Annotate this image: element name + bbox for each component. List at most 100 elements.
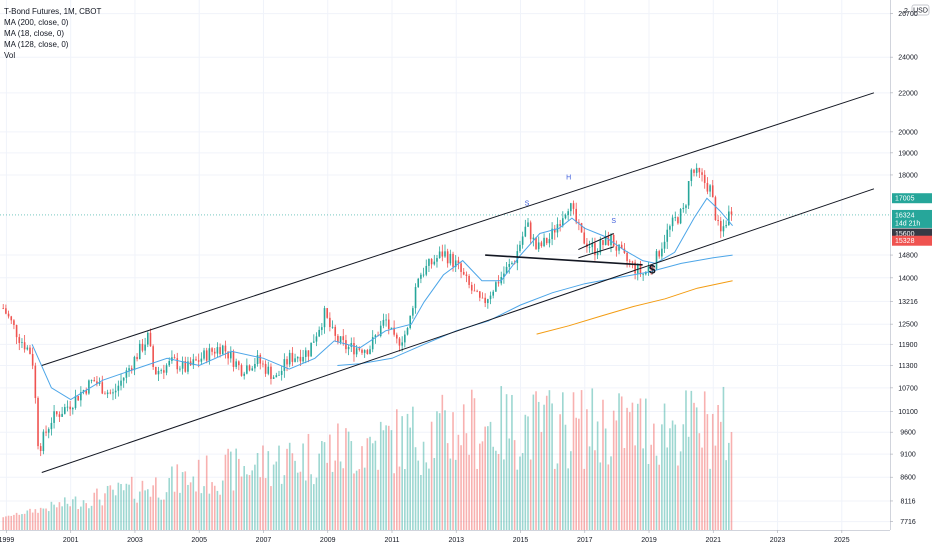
volume-bar	[291, 453, 294, 530]
candle-body	[647, 266, 650, 272]
volume-bar	[47, 511, 50, 530]
volume-bar	[460, 445, 462, 530]
volume-bar	[13, 514, 15, 530]
volume-bar	[58, 502, 61, 530]
candle-body	[669, 226, 671, 230]
candle-body	[157, 370, 160, 375]
candle-body	[195, 359, 197, 361]
volume-bar	[661, 424, 663, 530]
volume-bar	[476, 468, 478, 530]
candle-body	[653, 268, 655, 270]
volume-bar	[393, 473, 395, 530]
candle-body	[117, 385, 120, 391]
volume-bar	[711, 413, 714, 530]
volume-bar	[264, 478, 267, 530]
study-ma-18[interactable]: MA (18, close, 0)	[4, 29, 65, 38]
candle-body	[334, 326, 337, 336]
candle-body	[37, 397, 39, 447]
volume-bar	[77, 509, 79, 530]
candle-body	[272, 377, 275, 379]
volume-bar	[591, 388, 594, 530]
volume-bar	[433, 457, 436, 530]
candle-body	[50, 422, 53, 430]
candle-body	[270, 366, 272, 379]
volume-bar	[216, 490, 219, 530]
volume-bar	[259, 477, 262, 530]
volume-bar	[503, 459, 505, 530]
candle-body	[452, 253, 454, 267]
candle-body	[725, 225, 727, 227]
time-tick-label: 1999	[0, 537, 14, 544]
volume-bar	[310, 474, 312, 530]
study-vol[interactable]: Vol	[4, 51, 16, 60]
volume-bar	[706, 414, 709, 530]
candle-body	[152, 346, 154, 367]
volume-bar	[444, 410, 446, 530]
candle-body	[125, 370, 128, 378]
volume-bar	[219, 494, 221, 530]
volume-bar	[45, 508, 47, 530]
volume-bar	[221, 480, 224, 530]
volume-bar	[487, 426, 489, 530]
candle-body	[208, 348, 211, 361]
volume-bar	[599, 462, 602, 530]
volume-bar	[85, 503, 88, 530]
volume-bar	[299, 471, 302, 530]
candle-body	[366, 350, 369, 354]
study-ma-128[interactable]: MA (128, close, 0)	[4, 40, 69, 49]
candle-body	[572, 203, 575, 209]
candle-body	[596, 252, 599, 256]
annotation-label: $	[649, 262, 656, 276]
volume-bar	[682, 424, 685, 530]
candle-body	[578, 222, 580, 224]
volume-bar	[586, 409, 588, 530]
volume-bar	[7, 515, 10, 530]
volume-bar	[286, 448, 288, 530]
candle-body	[698, 167, 701, 173]
candle-body	[192, 359, 195, 366]
symbol-title[interactable]: T-Bond Futures, 1M, CBOT	[4, 7, 102, 16]
volume-bar	[74, 496, 77, 530]
volume-bar	[524, 414, 527, 530]
time-axis[interactable]: 1999 2001 2003 2005 2007 2009 2011 2013 2015 2017…	[0, 530, 932, 550]
volume-bar	[331, 471, 334, 530]
volume-bar	[50, 501, 53, 530]
annotation-label: S	[611, 218, 616, 225]
volume-bar	[562, 392, 564, 530]
time-tick-label: 2005	[191, 537, 207, 544]
time-tick-label: 2013	[448, 537, 464, 544]
candle-body	[679, 209, 682, 224]
candle-body	[575, 208, 578, 223]
candle-body	[88, 380, 90, 394]
volume-bar	[296, 472, 299, 530]
candle-body	[396, 334, 398, 339]
candle-body	[34, 365, 37, 398]
candle-body	[42, 431, 45, 452]
volume-bar	[88, 508, 90, 530]
candle-body	[187, 361, 189, 372]
volume-bar	[730, 432, 733, 530]
candle-body	[267, 366, 270, 374]
volume-bar	[685, 390, 687, 530]
volume-bar	[270, 486, 272, 530]
volume-bar	[527, 416, 529, 530]
candle-body	[259, 355, 262, 364]
price-tick-label: 14000	[898, 275, 918, 282]
candle-body	[610, 235, 612, 246]
price-tick-label: 8600	[900, 475, 916, 482]
study-ma-200[interactable]: MA (200, close, 0)	[4, 18, 69, 27]
volume-bar	[425, 462, 428, 530]
candle-body	[350, 343, 353, 347]
volume-bar	[379, 421, 382, 530]
price-tick-label: 19000	[898, 150, 918, 157]
volume-bar	[698, 433, 701, 530]
candle-body	[329, 317, 331, 328]
candle-body	[398, 338, 401, 346]
volume-bar	[109, 485, 112, 530]
candle-body	[484, 297, 486, 304]
candle-body	[580, 223, 583, 233]
candle-body	[63, 407, 66, 414]
price-tick-label: 18000	[898, 172, 918, 179]
